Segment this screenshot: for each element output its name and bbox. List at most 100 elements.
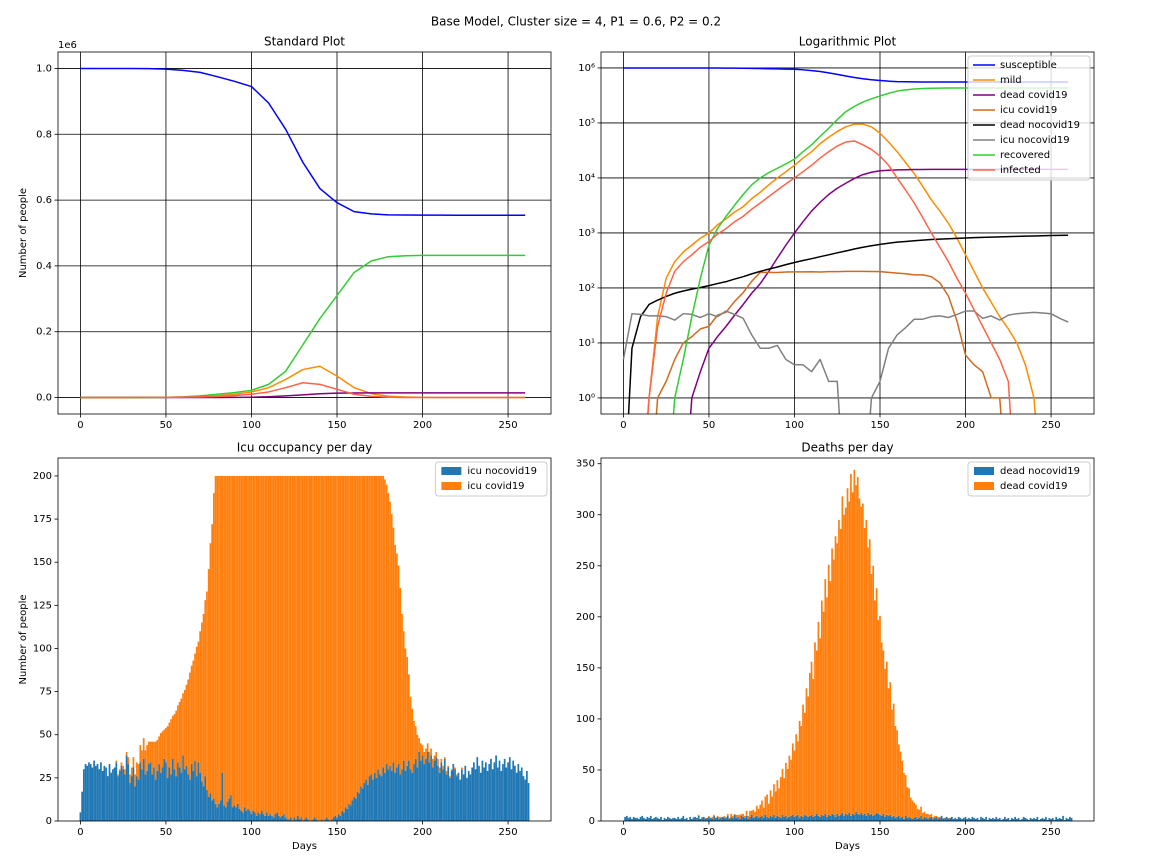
- bar: [843, 815, 845, 821]
- bar: [992, 817, 994, 821]
- bar: [377, 769, 379, 821]
- bar: [1027, 819, 1030, 821]
- bar: [183, 769, 186, 821]
- bar: [384, 479, 386, 773]
- bar: [980, 816, 982, 821]
- bar: [786, 768, 789, 818]
- bar: [901, 760, 904, 817]
- bar: [182, 693, 184, 756]
- y-tick-label: 50: [39, 730, 52, 741]
- legend-label: dead covid19: [1000, 481, 1068, 492]
- bar: [692, 817, 695, 821]
- x-tick-label: 0: [620, 827, 626, 838]
- bar: [793, 816, 796, 821]
- bar: [742, 816, 745, 821]
- bar: [720, 817, 722, 821]
- bar: [993, 818, 996, 821]
- bar: [132, 757, 135, 768]
- x-tick-label: 50: [703, 827, 716, 838]
- bar: [233, 805, 236, 821]
- legend-label: recovered: [1000, 150, 1050, 161]
- bar: [939, 817, 941, 821]
- bar: [915, 816, 917, 821]
- bar: [224, 807, 227, 821]
- y-tick-label: 10⁰: [578, 393, 595, 404]
- bar: [372, 475, 374, 780]
- bar: [341, 810, 343, 821]
- bar: [769, 815, 772, 821]
- bar: [841, 812, 844, 821]
- bar: [877, 619, 880, 814]
- bar: [916, 808, 919, 819]
- bar: [271, 475, 273, 816]
- bar: [809, 672, 811, 816]
- bar: [990, 818, 993, 821]
- bar: [401, 769, 403, 821]
- bar: [896, 730, 898, 817]
- y-tick-label: 75: [39, 687, 52, 698]
- bar: [329, 475, 332, 821]
- bar: [836, 813, 839, 821]
- bar: [431, 767, 434, 821]
- bar: [224, 475, 227, 808]
- bar: [450, 769, 453, 771]
- bar: [942, 818, 945, 821]
- bar: [860, 506, 863, 813]
- bar: [520, 767, 523, 821]
- bar: [156, 739, 159, 771]
- bar: [315, 475, 318, 820]
- x-tick-label: 50: [703, 420, 716, 431]
- bar: [860, 812, 863, 821]
- bar: [257, 475, 260, 813]
- bar: [79, 812, 82, 821]
- bar: [903, 773, 905, 819]
- bar: [425, 748, 427, 759]
- bar: [880, 815, 883, 821]
- bar: [986, 819, 989, 821]
- bar: [180, 772, 183, 821]
- legend-label: icu nocovid19: [1000, 135, 1070, 146]
- bar: [454, 769, 456, 821]
- bar: [339, 475, 342, 816]
- bar: [644, 818, 647, 821]
- bar: [443, 757, 446, 759]
- legend-box: [967, 55, 1091, 181]
- x-tick-label: 200: [956, 420, 975, 431]
- bar: [373, 475, 376, 773]
- bar: [223, 475, 225, 806]
- y-tick-label: 0.0: [36, 393, 52, 404]
- bar: [971, 816, 974, 821]
- bar: [1029, 817, 1032, 821]
- bar: [378, 774, 381, 821]
- bar: [749, 816, 751, 821]
- bar: [180, 698, 183, 773]
- bar: [474, 769, 477, 821]
- bar: [190, 665, 193, 765]
- bar: [714, 817, 717, 821]
- bar: [690, 818, 693, 821]
- bar: [197, 641, 200, 763]
- bar: [187, 774, 190, 821]
- bar: [720, 816, 722, 818]
- bar: [303, 475, 306, 820]
- bar: [831, 548, 833, 814]
- bar: [428, 762, 431, 821]
- bar: [165, 762, 167, 821]
- bar: [738, 814, 741, 819]
- bar: [684, 818, 686, 821]
- bar: [189, 672, 191, 780]
- bar: [431, 758, 434, 768]
- bar: [419, 743, 422, 761]
- bar: [491, 769, 494, 821]
- bar: [882, 813, 885, 821]
- bar: [168, 722, 171, 768]
- bar: [742, 813, 745, 817]
- bar: [206, 591, 208, 790]
- bar: [189, 779, 191, 821]
- bar: [969, 818, 972, 821]
- bar: [325, 475, 328, 818]
- bar: [421, 745, 424, 756]
- bar: [759, 816, 762, 821]
- bar: [834, 816, 837, 821]
- bar: [709, 817, 712, 821]
